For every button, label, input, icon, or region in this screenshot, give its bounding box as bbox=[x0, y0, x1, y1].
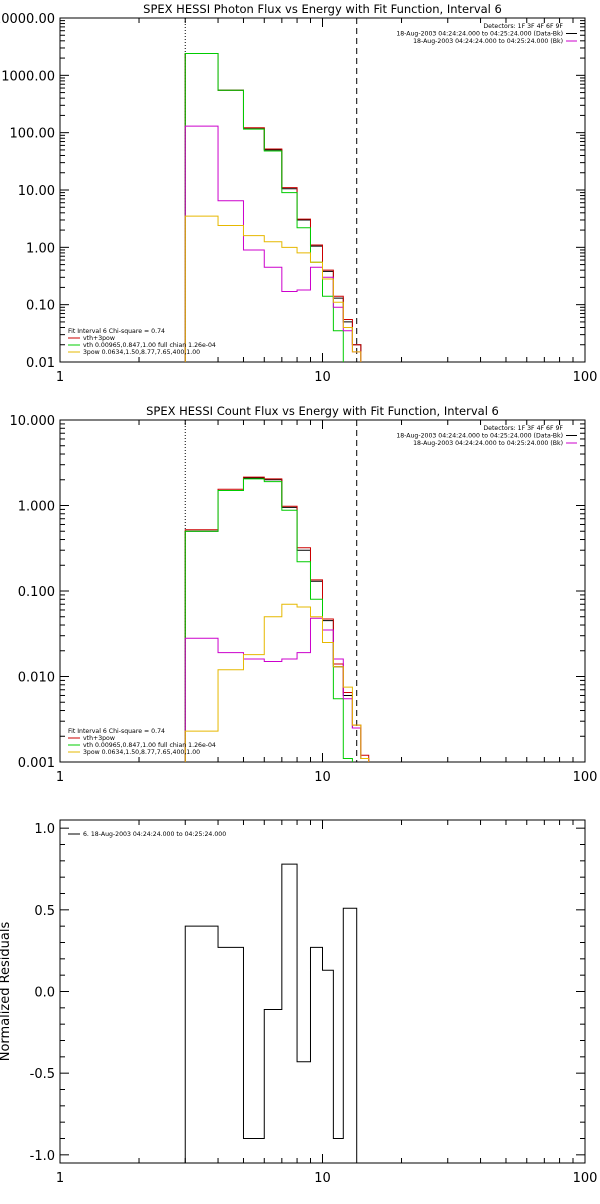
legend-left-entry: vth 0.00965,0.847,1.00 full chian 1.26e-… bbox=[83, 342, 216, 349]
y-tick-label: 10000.00 bbox=[0, 12, 55, 27]
data-series-group bbox=[184, 476, 370, 762]
x-tick-label: 10 bbox=[314, 770, 331, 785]
legend-left-entry: 6. 18-Aug-2003 04:24:24.000 to 04:25:24.… bbox=[83, 831, 226, 838]
x-tick-label: 1 bbox=[56, 370, 64, 385]
legend-left-entry: vth 0.00965,0.847,1.00 full chian 1.26e-… bbox=[83, 742, 216, 749]
legend-left-entry: 3pow 0.0634,1.50,8.77,7.65,400,1.00 bbox=[83, 749, 200, 756]
y-tick-label: 0.5 bbox=[34, 904, 55, 919]
y-tick-label: -0.5 bbox=[30, 1067, 55, 1082]
series-5-histogram bbox=[184, 215, 362, 362]
series-2-histogram bbox=[184, 476, 370, 762]
y-tick-label: 10.00 bbox=[18, 184, 55, 199]
y-tick-label: 1.000 bbox=[18, 500, 55, 515]
y-tick-label: 0.10 bbox=[26, 299, 55, 314]
x-tick-label: 1 bbox=[56, 770, 64, 785]
legend-right-entry: 18-Aug-2003 04:24:24.000 to 04:25:24.000… bbox=[413, 440, 563, 447]
y-tick-label: 1000.00 bbox=[1, 69, 55, 84]
y-tick-label: 0.0 bbox=[34, 986, 55, 1001]
chart-title: SPEX HESSI Photon Flux vs Energy with Fi… bbox=[143, 2, 502, 16]
chart-title: SPEX HESSI Count Flux vs Energy with Fit… bbox=[146, 404, 499, 418]
x-tick-label: 10 bbox=[314, 1171, 331, 1186]
legend-left-entry: 3pow 0.0634,1.50,8.77,7.65,400,1.00 bbox=[83, 349, 200, 356]
panel-3: Normalized Residuals 1 10 100 -1.0 -0.5 0.0 0.5… bbox=[0, 819, 598, 1186]
legend-right-entry: Detectors: 1F 3F 4F 6F 9F bbox=[483, 425, 563, 432]
x-tick-label: 100 bbox=[573, 370, 598, 385]
series-4-histogram bbox=[184, 617, 370, 762]
x-tick-label: 100 bbox=[573, 770, 598, 785]
legend-left-entry: Fit Interval 6 Chi-square = 0.74 bbox=[68, 328, 165, 335]
series-5-histogram bbox=[184, 603, 370, 762]
data-series-group bbox=[184, 53, 362, 362]
legend-right-entry: 18-Aug-2003 04:24:24.000 to 04:25:24.000… bbox=[396, 31, 563, 38]
series-1-histogram bbox=[184, 863, 358, 1163]
y-tick-label: 1.00 bbox=[26, 241, 55, 256]
legend-right-entry: Detectors: 1F 3F 4F 6F 9F bbox=[483, 23, 563, 30]
y-tick-label: 1.0 bbox=[34, 822, 55, 837]
y-tick-label: -1.0 bbox=[30, 1149, 55, 1164]
y-tick-label: 0.001 bbox=[18, 756, 55, 771]
series-3-histogram bbox=[184, 478, 353, 762]
legend-left-entry: vth+3pow bbox=[83, 335, 115, 342]
panel-2: SPEX HESSI Count Flux vs Energy with Fit… bbox=[10, 404, 598, 785]
y-tick-label: 0.01 bbox=[26, 356, 55, 371]
y-tick-label: 0.010 bbox=[18, 671, 55, 686]
series-1-histogram bbox=[184, 477, 370, 762]
legend-right-entry: 18-Aug-2003 04:24:24.000 to 04:25:24.000… bbox=[413, 38, 563, 45]
legend-right-entry: 18-Aug-2003 04:24:24.000 to 04:25:24.000… bbox=[396, 433, 563, 440]
panel-1: SPEX HESSI Photon Flux vs Energy with Fi… bbox=[0, 2, 597, 385]
data-series-group bbox=[184, 863, 358, 1163]
legend-left-entry: vth+3pow bbox=[83, 735, 115, 742]
y-axis-label: Normalized Residuals bbox=[0, 922, 13, 1062]
legend-left-entry: Fit Interval 6 Chi-square = 0.74 bbox=[68, 728, 165, 735]
y-tick-label: 10.000 bbox=[10, 414, 56, 429]
y-tick-label: 0.100 bbox=[18, 585, 55, 600]
y-tick-label: 100.00 bbox=[10, 127, 56, 142]
x-tick-label: 1 bbox=[56, 1171, 64, 1186]
x-tick-label: 100 bbox=[573, 1171, 598, 1186]
plot-frame bbox=[59, 819, 586, 1164]
plot-frame bbox=[59, 17, 586, 363]
series-3-histogram bbox=[184, 53, 344, 362]
x-tick-label: 10 bbox=[314, 370, 331, 385]
